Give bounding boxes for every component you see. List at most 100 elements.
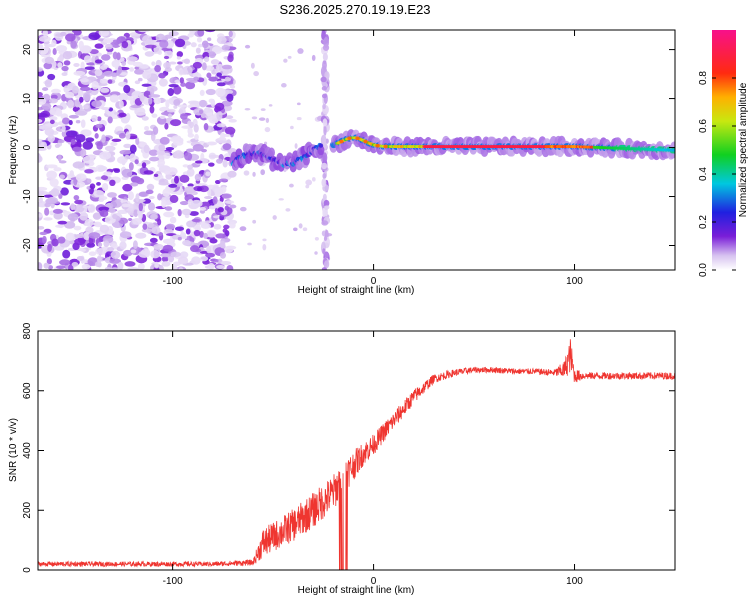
stripe-blob [321,267,327,270]
noise-blob [38,140,45,149]
noise-blob [149,81,157,86]
noise-blob [167,254,175,263]
noise-blob [215,87,226,97]
noise-blob [44,128,55,136]
noise-blob [262,244,267,251]
noise-blob [126,96,133,101]
noise-blob [45,164,58,169]
noise-blob [176,56,181,60]
noise-blob [224,126,236,135]
noise-blob [98,197,105,202]
stripe-blob [322,248,326,255]
noise-blob [150,132,156,142]
noise-blob [151,226,161,235]
noise-blob [160,253,171,258]
noise-blob [169,216,177,224]
noise-blob [205,252,216,258]
noise-blob [216,63,224,72]
noise-blob [47,134,56,143]
noise-blob [223,224,230,230]
noise-blob [113,168,121,173]
noise-blob [73,194,80,201]
noise-blob [98,206,110,212]
noise-blob [162,244,174,252]
noise-blob [224,205,230,211]
noise-blob [94,69,103,77]
noise-blob [114,111,119,115]
noise-blob [169,194,179,204]
main-ridge-peak [355,136,360,141]
stripe-blob [324,251,329,259]
stripe-blob [323,209,329,217]
noise-blob [290,125,294,130]
noise-blob [123,84,131,94]
noise-blob [95,123,103,129]
noise-blob [178,267,184,270]
noise-blob [198,99,207,108]
noise-blob [205,88,216,96]
noise-blob [80,75,88,79]
noise-blob [216,264,225,269]
noise-blob [80,61,85,70]
noise-blob [104,145,116,152]
noise-blob [129,153,137,162]
noise-blob [153,267,160,270]
stripe-blob [321,93,328,99]
noise-blob [46,170,58,180]
noise-blob [158,144,166,152]
noise-blob [168,61,177,65]
noise-blob [53,167,62,172]
noise-blob [111,138,122,142]
noise-blob [214,259,219,263]
noise-blob [98,30,110,37]
noise-blob [134,159,139,165]
noise-blob [184,186,197,194]
noise-blob [272,215,277,220]
noise-blob [99,65,108,70]
y-tick-label: 0 [22,144,33,150]
noise-blob [97,165,108,172]
noise-blob [204,220,212,224]
noise-blob [289,183,294,188]
stripe-blob [322,52,328,61]
noise-blob [50,94,58,100]
noise-blob [137,263,145,270]
noise-blob [302,227,308,232]
noise-blob [193,229,201,237]
noise-blob [294,143,298,149]
y-tick-label: 600 [22,382,33,399]
noise-blob [73,70,86,76]
noise-blob [158,182,170,186]
noise-blob [135,177,145,185]
noise-blob [239,206,247,212]
noise-blob [260,108,266,112]
noise-blob [68,120,73,126]
noise-blob [189,211,199,217]
noise-blob [72,161,85,169]
noise-blob [170,119,182,127]
main-ridge-core [672,148,675,152]
colorbar-gradient [712,30,736,270]
noise-blob [170,251,181,258]
stripe-blob [324,260,330,269]
noise-blob [141,83,152,87]
noise-blob [73,62,80,67]
noise-blob [107,79,113,84]
noise-blob [179,174,190,183]
noise-blob [111,60,120,68]
noise-blob [133,209,139,218]
noise-blob [89,183,96,190]
noise-blob [73,225,82,231]
noise-blob [164,66,172,73]
noise-blob [226,93,234,102]
noise-blob [186,168,195,177]
noise-blob [65,33,76,42]
noise-blob [44,123,56,127]
stripe-blob [321,162,328,170]
noise-blob [221,64,233,70]
noise-blob [86,242,96,248]
noise-blob [42,235,47,244]
noise-blob [57,236,66,244]
noise-blob [57,154,62,162]
noise-blob [297,48,304,54]
